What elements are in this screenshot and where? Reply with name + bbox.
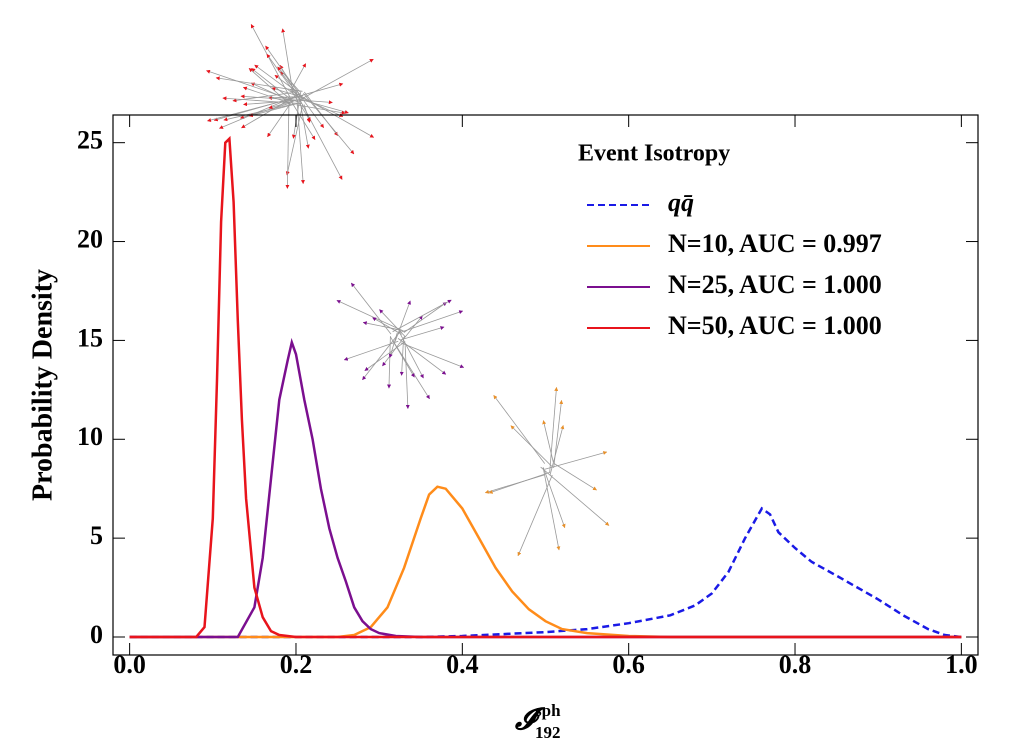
icon-arrow bbox=[553, 399, 564, 469]
legend-label: N=25, AUC = 1.000 bbox=[668, 270, 882, 299]
icon-arrow bbox=[493, 394, 546, 464]
icon-arrow bbox=[336, 300, 406, 333]
x-tick-label: 0.4 bbox=[446, 650, 479, 679]
icon-arrow bbox=[543, 467, 566, 529]
x-tick-label: 0.0 bbox=[113, 650, 146, 679]
icon-arrow bbox=[392, 299, 452, 333]
icon-arrow bbox=[300, 99, 333, 105]
icon-arrow bbox=[540, 466, 610, 526]
icon-arrow bbox=[398, 330, 424, 379]
icon-arrow bbox=[267, 103, 291, 138]
icon-arrow bbox=[387, 336, 392, 389]
series-line bbox=[129, 337, 962, 639]
icon-arrow bbox=[390, 336, 415, 378]
icon-arrow bbox=[299, 98, 349, 114]
icon-arrow bbox=[403, 302, 447, 333]
icon-arrow bbox=[267, 95, 294, 100]
icon-arrow bbox=[281, 28, 294, 95]
y-tick-label: 0 bbox=[90, 620, 103, 649]
y-tick-label: 20 bbox=[77, 225, 103, 254]
icon-arrow bbox=[223, 103, 295, 122]
icon-arrow bbox=[488, 472, 550, 494]
icon-arrow bbox=[343, 340, 399, 361]
icon-arrow bbox=[285, 94, 290, 189]
series-line bbox=[129, 485, 962, 639]
plot-frame bbox=[112, 114, 979, 656]
icon-arrow bbox=[271, 87, 295, 96]
icon-arrow bbox=[402, 315, 423, 340]
icon-arrow bbox=[277, 66, 301, 92]
icon-arrow bbox=[206, 69, 300, 103]
icon-arrow bbox=[362, 330, 402, 381]
y-axis-label: Probability Density bbox=[27, 269, 58, 501]
icon-arrow bbox=[250, 82, 292, 102]
icon-arrow bbox=[404, 345, 410, 409]
icon-arrow bbox=[296, 92, 305, 185]
icon-arrow bbox=[300, 58, 374, 100]
series-line bbox=[129, 135, 962, 639]
y-tick-label: 15 bbox=[77, 323, 103, 352]
icon-arrow bbox=[207, 95, 304, 122]
x-label-sub: 192 bbox=[535, 723, 561, 742]
icon-arrow bbox=[350, 282, 392, 335]
icon-arrow bbox=[394, 300, 411, 342]
icon-arrow bbox=[372, 317, 402, 335]
icon-arrow bbox=[296, 104, 346, 115]
icon-arrow bbox=[289, 98, 316, 140]
icon-arrow bbox=[266, 53, 302, 102]
y-tick-label: 5 bbox=[90, 521, 103, 550]
icon-arrow bbox=[510, 425, 553, 467]
y-tick-label: 25 bbox=[77, 126, 103, 155]
icon-arrow bbox=[542, 420, 554, 463]
icon-arrow bbox=[240, 94, 304, 101]
icon-arrow bbox=[248, 103, 298, 118]
series-line bbox=[129, 506, 962, 639]
legend-label: N=50, AUC = 1.000 bbox=[668, 311, 882, 340]
icon-arrow bbox=[400, 342, 465, 369]
x-tick-label: 0.2 bbox=[280, 650, 313, 679]
icon-arrow bbox=[553, 463, 597, 491]
icon-arrow bbox=[251, 68, 294, 102]
legend-label: qq̄ bbox=[668, 188, 694, 217]
isotropy-icons bbox=[206, 24, 610, 557]
icon-arrow bbox=[362, 321, 403, 331]
legend-label: N=10, AUC = 0.997 bbox=[668, 229, 882, 258]
y-tick-label: 10 bbox=[77, 422, 103, 451]
icon-arrow bbox=[299, 100, 310, 149]
icon-arrow bbox=[303, 92, 355, 155]
icon-arrow bbox=[290, 89, 375, 138]
icon-arrow bbox=[400, 326, 445, 341]
x-tick-label: 0.6 bbox=[612, 650, 645, 679]
icon-arrow bbox=[215, 76, 303, 92]
icon-arrow bbox=[295, 92, 343, 180]
x-tick-label: 0.8 bbox=[779, 650, 812, 679]
icon-arrow bbox=[364, 341, 406, 371]
icon-arrow bbox=[542, 467, 561, 551]
icon-arrow bbox=[292, 93, 344, 117]
icon-arrow bbox=[265, 45, 304, 101]
icon-arrow bbox=[544, 451, 608, 470]
icon-arrow bbox=[517, 474, 553, 557]
icon-arrow bbox=[280, 71, 298, 94]
icon-arrow bbox=[549, 386, 559, 473]
legend-title: Event Isotropy bbox=[578, 141, 730, 167]
x-label-sup: sph bbox=[535, 701, 561, 720]
icon-arrow bbox=[392, 340, 430, 400]
icon-arrow bbox=[388, 332, 398, 359]
icon-arrow bbox=[295, 82, 344, 98]
icon-arrow bbox=[398, 310, 464, 334]
icon-arrow bbox=[250, 24, 294, 103]
icon-arrow bbox=[268, 97, 305, 110]
x-tick-label: 1.0 bbox=[945, 650, 978, 679]
